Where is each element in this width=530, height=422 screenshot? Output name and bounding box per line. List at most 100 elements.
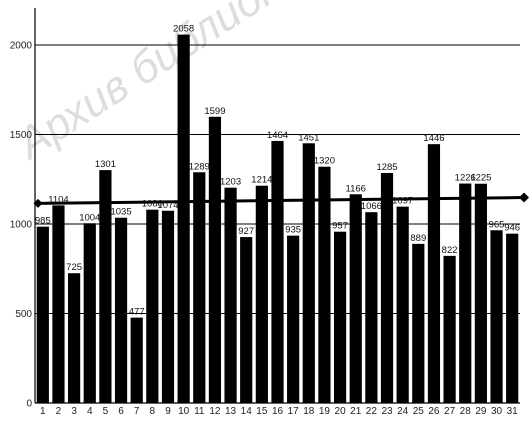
data-label: 1104 <box>48 194 68 205</box>
trend-line-group <box>33 192 529 208</box>
data-label: 1226 <box>455 173 476 184</box>
data-label: 927 <box>238 226 254 237</box>
data-label: 822 <box>442 245 458 256</box>
x-tick-label: 16 <box>272 406 284 417</box>
data-label: 1464 <box>267 130 288 141</box>
x-tick-label: 22 <box>366 406 378 417</box>
bar <box>99 170 112 403</box>
data-label: 1446 <box>423 133 444 144</box>
bar <box>459 183 472 403</box>
x-tick-label: 3 <box>71 406 77 417</box>
y-tick-label: 1000 <box>10 220 33 231</box>
bar <box>52 205 65 403</box>
data-label: 2058 <box>173 24 194 35</box>
data-label: 1097 <box>392 196 413 207</box>
x-tick-label: 11 <box>194 406 205 417</box>
bar <box>271 140 284 403</box>
x-tick-label: 6 <box>118 406 124 417</box>
y-tick-label: 500 <box>15 309 32 320</box>
x-tick-label: 9 <box>165 406 171 417</box>
bar <box>287 235 300 403</box>
data-label: 985 <box>35 216 51 227</box>
bar <box>506 233 519 403</box>
bar <box>177 34 190 403</box>
bar <box>380 172 394 403</box>
data-label: 957 <box>332 221 348 232</box>
bar <box>161 210 175 403</box>
bar <box>240 237 253 403</box>
data-label: 1320 <box>314 156 335 167</box>
bar <box>490 230 503 403</box>
bar <box>255 185 268 403</box>
data-label: 1214 <box>251 175 272 186</box>
x-tick-label: 2 <box>56 406 62 417</box>
x-tick-label: 20 <box>335 406 347 417</box>
x-tick-label: 24 <box>397 406 409 417</box>
data-label: 1301 <box>95 159 116 170</box>
trend-end-marker <box>519 192 529 203</box>
data-label: 725 <box>66 262 82 273</box>
x-tick-label: 5 <box>103 406 109 417</box>
x-tick-label: 8 <box>150 406 156 417</box>
data-label: 1080 <box>142 199 163 210</box>
bar <box>302 143 315 403</box>
bar <box>208 116 222 404</box>
data-label: 946 <box>504 223 520 234</box>
bar <box>318 166 331 403</box>
x-tick-label: 29 <box>475 406 487 417</box>
data-label: 1289 <box>189 161 210 172</box>
bar <box>349 194 362 403</box>
bar <box>130 317 143 403</box>
x-tick-label: 15 <box>256 406 268 417</box>
bars <box>36 34 519 404</box>
x-tick-label: 23 <box>381 406 393 417</box>
data-label: 1074 <box>157 200 178 211</box>
data-label: 477 <box>129 307 145 318</box>
bar <box>427 144 441 403</box>
bar <box>83 223 96 403</box>
x-tick-label: 19 <box>319 406 331 417</box>
bar <box>114 217 128 403</box>
x-tick-label: 10 <box>178 406 190 417</box>
data-label: 965 <box>489 219 505 230</box>
x-tick-label: 25 <box>413 406 425 417</box>
trend-line <box>37 196 525 205</box>
trend-start-marker <box>33 198 43 208</box>
x-tick-label: 1 <box>40 406 46 417</box>
data-label: 1599 <box>204 106 225 117</box>
bar <box>36 226 49 403</box>
data-label: 935 <box>285 225 301 236</box>
data-label: 889 <box>410 233 426 244</box>
data-label: 1225 <box>470 173 491 184</box>
x-tick-label: 14 <box>241 406 253 417</box>
x-tick-label: 12 <box>209 406 221 417</box>
data-label: 1203 <box>220 177 241 188</box>
x-tick-label: 7 <box>134 406 140 417</box>
bar <box>443 255 456 403</box>
bar <box>412 243 425 403</box>
x-tick-label: 18 <box>303 406 315 417</box>
x-tick-label: 4 <box>87 406 93 417</box>
x-tick-label: 30 <box>491 406 503 417</box>
data-label: 1035 <box>110 207 131 218</box>
bar <box>224 187 237 403</box>
bar <box>146 209 159 403</box>
x-tick-label: 28 <box>460 406 472 417</box>
bar <box>474 183 487 403</box>
bar <box>396 206 409 403</box>
y-tick-label: 0 <box>26 399 32 410</box>
y-tick-label: 2000 <box>10 41 33 52</box>
x-tick-label: 27 <box>444 406 456 417</box>
x-tick-label: 21 <box>350 406 362 417</box>
bar <box>68 273 81 403</box>
x-tick-label: 13 <box>225 406 237 417</box>
data-label: 1451 <box>298 132 319 143</box>
y-tick-label: 1500 <box>10 130 33 141</box>
x-tick-label: 31 <box>507 406 519 417</box>
data-label: 1066 <box>361 201 382 212</box>
data-label: 1166 <box>346 183 366 194</box>
